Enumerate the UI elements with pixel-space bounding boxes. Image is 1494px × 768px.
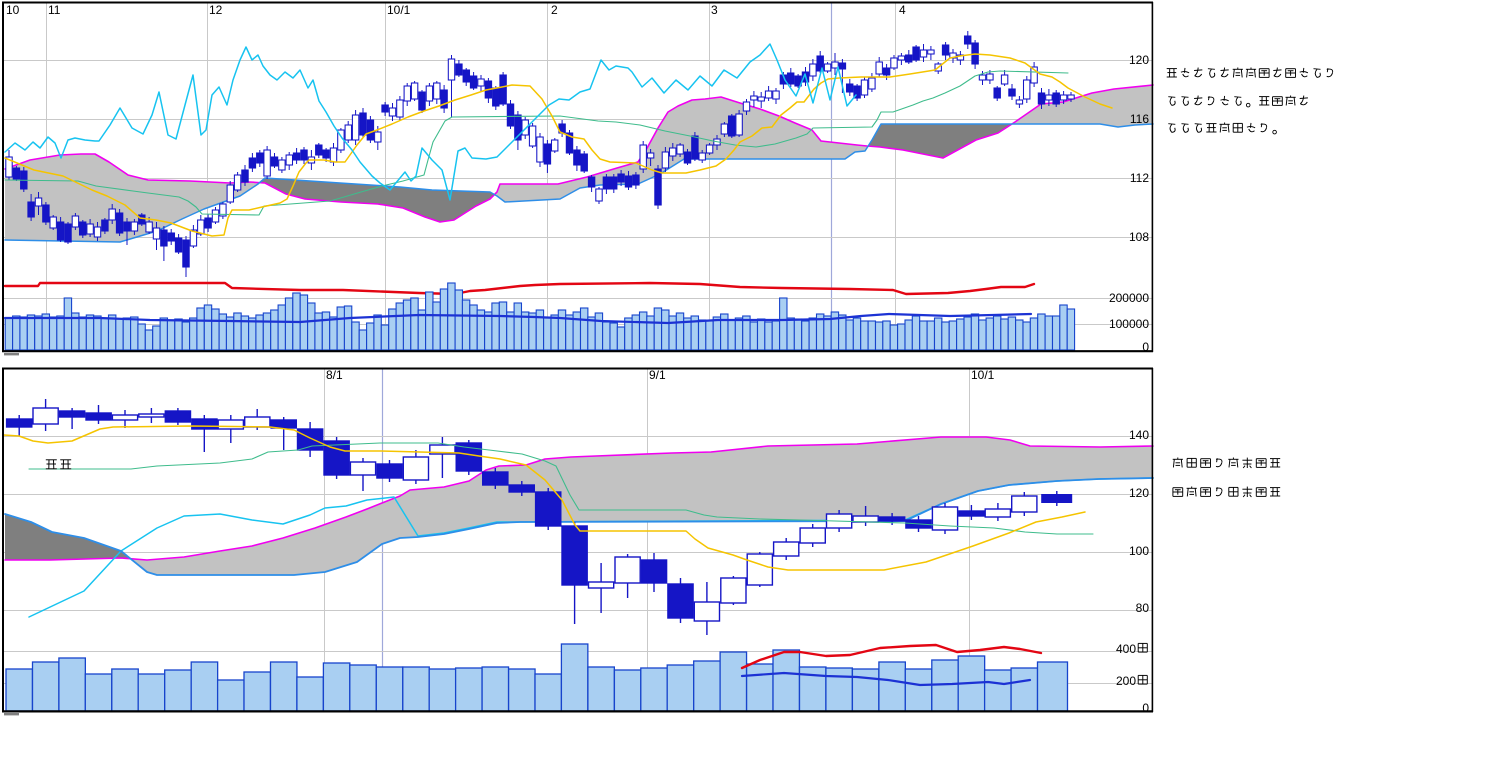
svg-text:12: 12 — [209, 3, 223, 17]
svg-text:0: 0 — [1142, 701, 1149, 715]
svg-text:200: 200 — [1116, 674, 1136, 688]
svg-text:112: 112 — [1130, 171, 1149, 185]
svg-text:10/1: 10/1 — [971, 368, 995, 382]
svg-text:11: 11 — [48, 3, 61, 17]
svg-text:2: 2 — [551, 3, 558, 17]
svg-text:10/1: 10/1 — [387, 3, 411, 17]
svg-text:200000: 200000 — [1109, 291, 1149, 305]
svg-text:100: 100 — [1129, 544, 1149, 558]
svg-text:10: 10 — [6, 3, 20, 17]
svg-text:120: 120 — [1129, 486, 1149, 500]
svg-text:108: 108 — [1129, 230, 1149, 244]
svg-text:400: 400 — [1116, 642, 1136, 656]
svg-text:3: 3 — [711, 3, 718, 17]
svg-text:116: 116 — [1130, 112, 1149, 126]
svg-text:120: 120 — [1129, 53, 1149, 67]
svg-text:140: 140 — [1129, 428, 1149, 442]
svg-text:4: 4 — [899, 3, 906, 17]
svg-text:8/1: 8/1 — [326, 368, 343, 382]
svg-text:0: 0 — [1142, 340, 1149, 354]
svg-text:100000: 100000 — [1109, 317, 1149, 331]
svg-text:9/1: 9/1 — [649, 368, 666, 382]
svg-text:80: 80 — [1136, 601, 1150, 615]
